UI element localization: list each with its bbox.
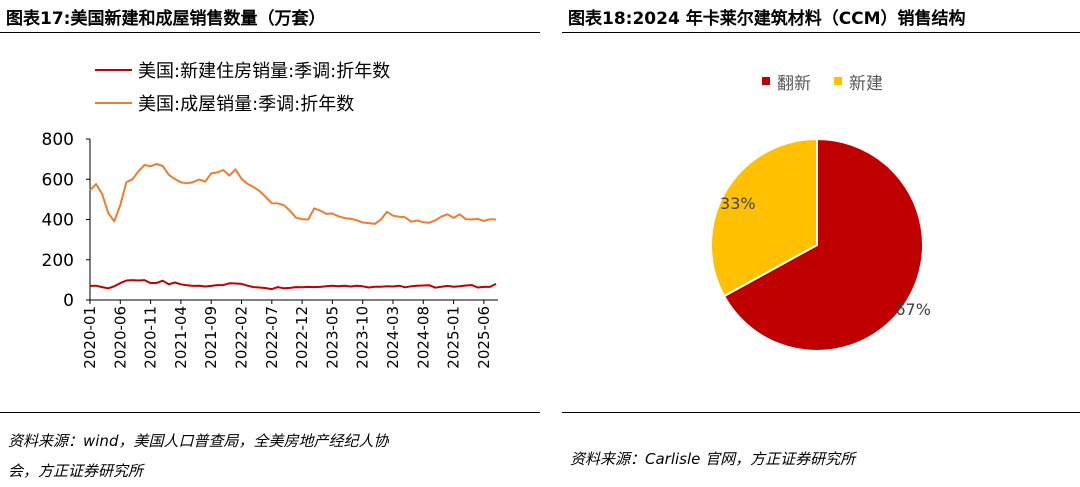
pie-data-label: 67% xyxy=(895,300,931,319)
y-tick-label: 200 xyxy=(42,251,74,271)
chart-title-right: 图表18:2024 年卡莱尔建筑材料（CCM）销售结构 xyxy=(568,9,966,29)
y-tick-label: 800 xyxy=(42,130,74,150)
chart-title-left: 图表17:美国新建和成屋销售数量（万套） xyxy=(6,9,326,29)
series-line-existing-home-sales xyxy=(89,163,497,225)
line-chart: 0 200 400 600 800 2020-01 2020-06 2020-11 2021-0… xyxy=(42,61,499,369)
source-line-1: 资料来源：wind，美国人口普查局，全美房地产经纪人协 xyxy=(8,432,389,450)
x-tick-label: 2020-11 xyxy=(142,306,160,369)
x-tick-label: 2021-04 xyxy=(172,306,190,369)
legend-label: 翻新 xyxy=(777,74,811,94)
series-line-new-home-sales xyxy=(89,279,497,291)
legend-swatch xyxy=(762,77,770,85)
bottom-rule xyxy=(562,412,1080,413)
title-rule xyxy=(562,32,1080,33)
legend-label: 新建 xyxy=(849,74,883,94)
x-tick-label: 2021-09 xyxy=(202,306,220,369)
x-tick-label: 2023-05 xyxy=(323,306,341,369)
y-tick-label: 600 xyxy=(42,170,74,190)
x-tick-label: 2023-10 xyxy=(354,306,372,369)
x-tick-label: 2022-02 xyxy=(233,306,251,369)
x-tick-label: 2020-01 xyxy=(81,306,99,369)
y-tick-label: 400 xyxy=(42,211,74,231)
left-panel: 图表17:美国新建和成屋销售数量（万套） 0 200 400 600 800 2020-0… xyxy=(0,9,540,486)
source-line-2: 会，方正证券研究所 xyxy=(8,462,144,480)
x-tick-label: 2025-01 xyxy=(445,306,463,369)
right-panel: 图表18:2024 年卡莱尔建筑材料（CCM）销售结构 67% 翻新 33% 新建 资… xyxy=(562,0,1080,487)
x-tick-label: 2020-06 xyxy=(111,306,129,369)
bottom-rule xyxy=(0,412,540,413)
legend-label: 美国:新建住房销量:季调:折年数 xyxy=(138,61,390,82)
source-left: 资料来源：wind，美国人口普查局，全美房地产经纪人协 会，方正证券研究所 xyxy=(8,426,388,486)
legend-label: 美国:成屋销量:季调:折年数 xyxy=(138,94,354,115)
x-tick-label: 2022-07 xyxy=(263,306,281,369)
pie-slice-new-build xyxy=(710,137,818,298)
pie-slice-renovation xyxy=(722,137,924,352)
title-rule xyxy=(0,32,540,33)
legend-swatch xyxy=(834,77,842,85)
x-tick-label: 2022-12 xyxy=(293,306,311,369)
pie-chart: 67% 翻新 33% 新建 xyxy=(710,74,931,352)
x-tick-label: 2024-08 xyxy=(414,306,432,369)
pie-data-label: 33% xyxy=(720,194,756,213)
x-tick-label: 2024-03 xyxy=(384,306,402,369)
source-right: 资料来源：Carlisle 官网，方正证券研究所 xyxy=(570,450,856,468)
x-tick-label: 2025-06 xyxy=(475,306,493,369)
y-tick-label: 0 xyxy=(63,291,74,311)
